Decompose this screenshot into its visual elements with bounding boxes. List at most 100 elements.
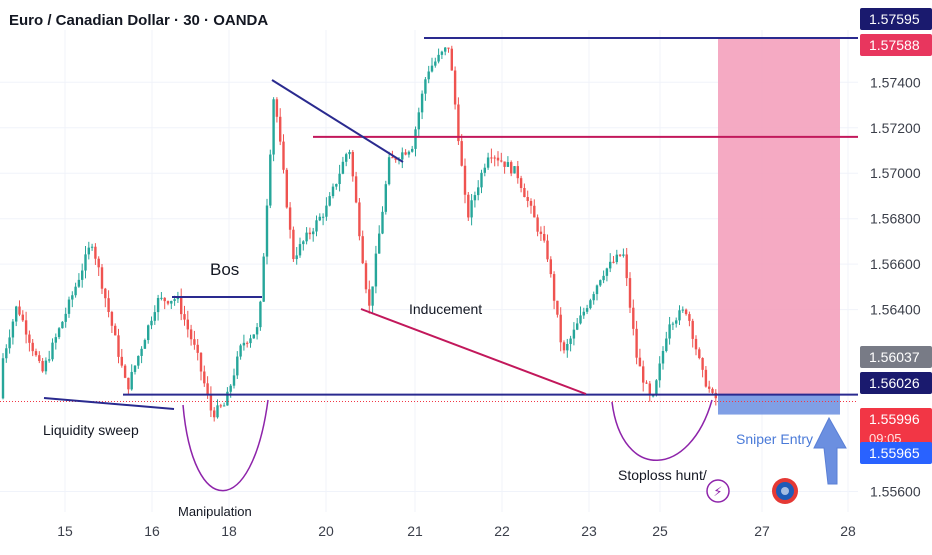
candle-body bbox=[262, 256, 265, 302]
candle-body bbox=[394, 157, 397, 160]
candle-body bbox=[391, 157, 394, 159]
time-tick-label: 20 bbox=[318, 523, 334, 539]
candle-body bbox=[463, 165, 467, 195]
candle-body bbox=[708, 386, 711, 389]
price-tag bbox=[860, 442, 932, 464]
time-tick-label: 23 bbox=[581, 523, 597, 539]
candle-body bbox=[252, 334, 255, 339]
annotation-inducement: Inducement bbox=[409, 301, 482, 317]
candle-body bbox=[407, 151, 411, 155]
candle-body bbox=[430, 65, 434, 72]
candle-body bbox=[308, 232, 312, 235]
candle-body bbox=[612, 261, 615, 263]
candle-body bbox=[378, 233, 381, 254]
annotation-sniper-entry: Sniper Entry bbox=[736, 431, 813, 447]
candle-body bbox=[648, 383, 651, 396]
candle-body bbox=[447, 47, 450, 49]
candle-body bbox=[222, 405, 226, 407]
candle-body bbox=[104, 288, 107, 299]
candle-body bbox=[467, 194, 470, 218]
candle-body bbox=[229, 385, 232, 392]
candle-body bbox=[265, 205, 269, 257]
candle-body bbox=[24, 320, 28, 335]
candle-body bbox=[318, 216, 321, 221]
candle-body bbox=[51, 342, 54, 360]
candle-body bbox=[358, 202, 361, 237]
candle-body bbox=[493, 157, 496, 159]
candle-body bbox=[417, 112, 420, 130]
candle-body bbox=[473, 195, 477, 201]
candle-body bbox=[638, 357, 642, 367]
candle-body bbox=[655, 380, 658, 396]
candle-body bbox=[54, 337, 57, 343]
candle-body bbox=[156, 297, 160, 313]
candle-body bbox=[216, 405, 219, 418]
candle-body bbox=[255, 327, 259, 335]
candle-body bbox=[345, 154, 348, 162]
candle-body bbox=[684, 309, 688, 315]
candle-body bbox=[315, 220, 318, 232]
candle-body bbox=[147, 325, 150, 341]
candle-body bbox=[582, 311, 585, 316]
candle-body bbox=[341, 161, 345, 174]
annotation-liquidity-sweep: Liquidity sweep bbox=[43, 422, 139, 438]
candle-body bbox=[232, 375, 236, 386]
candle-body bbox=[150, 320, 153, 326]
candle-body bbox=[5, 348, 8, 359]
candle-body bbox=[84, 254, 87, 271]
candle-body bbox=[595, 285, 599, 295]
price-tick-label: 1.56600 bbox=[870, 256, 921, 272]
candle-body bbox=[107, 298, 110, 312]
candle-body bbox=[123, 365, 127, 378]
candle-body bbox=[387, 157, 391, 185]
candle-body bbox=[127, 377, 130, 390]
candle-body bbox=[1, 358, 5, 399]
chart-title: Euro / Canadian Dollar · 30 · OANDA bbox=[9, 12, 269, 29]
candle-body bbox=[628, 278, 632, 308]
candle-body bbox=[143, 340, 147, 349]
time-tick-label: 21 bbox=[407, 523, 423, 539]
candle-body bbox=[566, 344, 569, 351]
candle-body bbox=[328, 196, 331, 206]
candle-body bbox=[665, 338, 668, 352]
candle-body bbox=[675, 320, 678, 324]
price-tick-label: 1.57400 bbox=[870, 74, 921, 90]
lightning-icon bbox=[706, 479, 730, 503]
candle-body bbox=[44, 360, 48, 372]
candle-body bbox=[384, 184, 387, 212]
candle-body bbox=[186, 319, 189, 330]
candle-body bbox=[615, 254, 618, 263]
candle-body bbox=[312, 231, 315, 235]
candle-body bbox=[100, 267, 104, 289]
candle-body bbox=[67, 299, 71, 314]
inducement-line bbox=[360, 308, 587, 395]
candle-body bbox=[31, 342, 34, 352]
candle-body bbox=[658, 363, 661, 381]
candle-body bbox=[437, 54, 440, 62]
candle-body bbox=[523, 188, 526, 198]
candle-body bbox=[711, 388, 714, 393]
candle-body bbox=[513, 166, 516, 174]
candle-body bbox=[292, 229, 295, 260]
price-tag bbox=[860, 408, 932, 450]
candle-body bbox=[285, 169, 288, 208]
candle-body bbox=[681, 309, 684, 311]
candle-body bbox=[486, 157, 490, 168]
time-tick-label: 18 bbox=[221, 523, 237, 539]
candle-body bbox=[678, 310, 681, 321]
stop-zone bbox=[718, 394, 840, 415]
candle-body bbox=[546, 240, 549, 260]
price-tick-label: 1.55600 bbox=[870, 484, 921, 500]
candle-body bbox=[506, 162, 510, 167]
candle-body bbox=[632, 307, 635, 329]
candle-body bbox=[411, 148, 414, 152]
time-tick-label: 16 bbox=[144, 523, 160, 539]
price-tag bbox=[860, 8, 932, 30]
candle-body bbox=[163, 297, 166, 302]
time-tick-label: 27 bbox=[754, 523, 770, 539]
candle-body bbox=[94, 246, 97, 259]
candle-body bbox=[351, 152, 354, 177]
candle-body bbox=[470, 200, 473, 218]
candle-body bbox=[325, 205, 328, 217]
